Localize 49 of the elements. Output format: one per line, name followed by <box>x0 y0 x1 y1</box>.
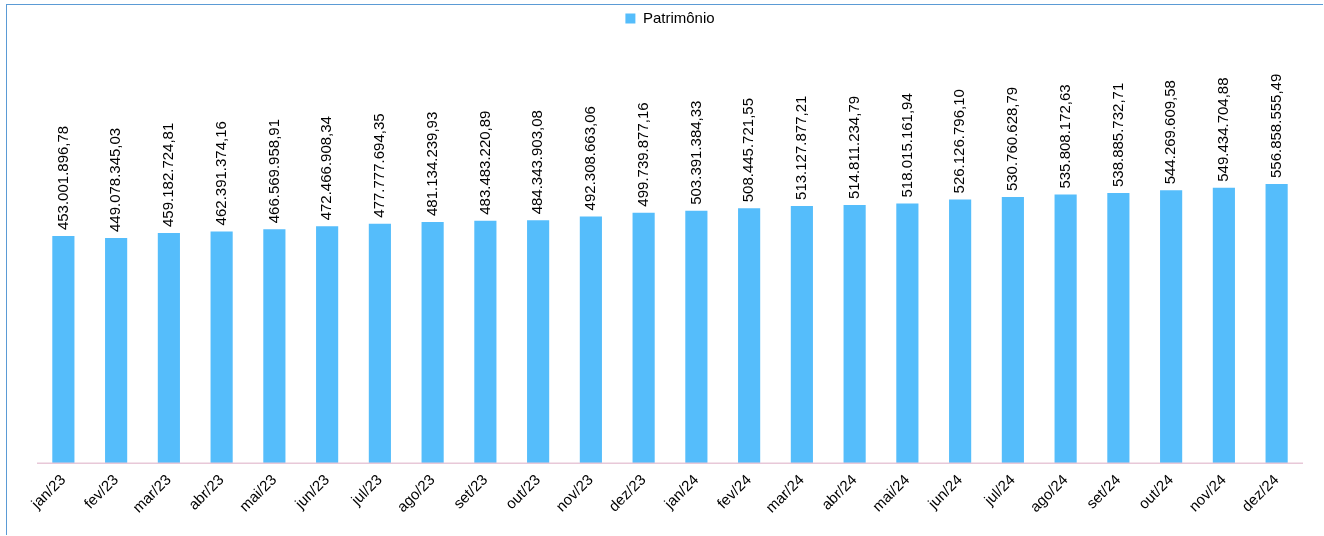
bar <box>210 231 233 464</box>
data-label: 535.808.172,63 <box>1055 84 1073 189</box>
data-label: 492.308.663,06 <box>581 106 599 211</box>
bar <box>790 205 813 464</box>
data-label: 526.126.796,10 <box>950 89 968 194</box>
bar <box>474 220 497 464</box>
data-label: 549.434.704,88 <box>1214 77 1232 182</box>
bar <box>1107 193 1130 464</box>
bar <box>896 203 919 464</box>
data-label: 477.777.694,35 <box>370 113 388 218</box>
bar <box>527 220 550 464</box>
data-label: 462.391.374,16 <box>211 121 229 226</box>
bar <box>52 236 75 464</box>
bar <box>368 223 391 464</box>
data-label: 538.885.732,71 <box>1108 82 1126 188</box>
bar <box>421 221 444 464</box>
data-label: 556.858.555,49 <box>1266 73 1284 179</box>
data-label: 530.760.628,79 <box>1003 86 1021 192</box>
bar <box>316 226 339 464</box>
bar <box>579 216 602 464</box>
bar <box>105 238 128 464</box>
data-label: 481.134.239,93 <box>422 111 440 216</box>
bar <box>1160 190 1183 464</box>
data-label: 472.466.908,34 <box>317 116 335 221</box>
data-label: 459.182.724,81 <box>159 122 177 227</box>
data-label: 518.015.161,94 <box>897 93 915 198</box>
bar <box>843 205 866 464</box>
data-label: 449.078.345,03 <box>106 127 124 233</box>
bar <box>1265 184 1288 464</box>
data-label: 499.739.877,16 <box>633 102 651 207</box>
bar <box>1054 194 1077 464</box>
data-label: 514.811.234,79 <box>844 95 862 200</box>
data-label: 544.269.609,58 <box>1161 80 1179 185</box>
bar <box>632 212 655 464</box>
data-label: 513.127.877,21 <box>792 95 810 200</box>
bar <box>949 199 972 464</box>
data-label: 508.445.721,55 <box>739 98 757 203</box>
data-label: 503.391.384,33 <box>686 100 704 205</box>
bar <box>1212 187 1235 464</box>
bar <box>157 232 180 464</box>
data-label: 483.483.220,89 <box>475 110 493 215</box>
bar <box>738 208 761 464</box>
data-label: 453.001.896,78 <box>53 125 71 231</box>
data-label: 466.569.958,91 <box>264 119 282 224</box>
bar <box>685 210 708 464</box>
legend-label: Patrimônio <box>642 8 715 26</box>
bar <box>1001 197 1024 464</box>
bar <box>263 229 286 464</box>
data-label: 484.343.903,08 <box>528 110 546 215</box>
